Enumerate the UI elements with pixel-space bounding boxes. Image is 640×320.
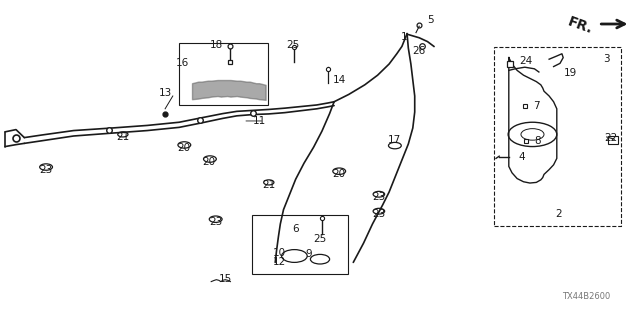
Circle shape <box>521 129 544 140</box>
Text: 9: 9 <box>305 249 312 260</box>
Circle shape <box>204 156 216 162</box>
Text: 1: 1 <box>401 32 408 42</box>
Text: 20: 20 <box>177 143 190 153</box>
Circle shape <box>373 191 385 197</box>
Text: FR.: FR. <box>566 15 595 36</box>
Text: 7: 7 <box>533 100 540 111</box>
Circle shape <box>282 250 307 262</box>
Text: 23: 23 <box>372 192 385 202</box>
Text: 21: 21 <box>262 180 275 190</box>
Text: 21: 21 <box>116 132 129 142</box>
Circle shape <box>178 142 191 148</box>
Text: 20: 20 <box>333 169 346 179</box>
Bar <box>608 136 618 144</box>
Text: 26: 26 <box>413 45 426 56</box>
Text: 6: 6 <box>292 224 299 234</box>
Circle shape <box>264 180 274 185</box>
Text: 18: 18 <box>210 40 223 50</box>
Text: TX44B2600: TX44B2600 <box>562 292 611 301</box>
Text: 23: 23 <box>40 165 52 175</box>
Circle shape <box>118 132 128 137</box>
Text: 2: 2 <box>555 209 561 220</box>
Circle shape <box>388 142 401 149</box>
Text: 12: 12 <box>273 257 286 268</box>
Text: 16: 16 <box>176 58 189 68</box>
Circle shape <box>209 216 222 222</box>
Text: 25: 25 <box>314 234 326 244</box>
Text: 25: 25 <box>287 40 300 50</box>
Circle shape <box>373 208 385 214</box>
Circle shape <box>333 168 346 174</box>
Text: 24: 24 <box>520 56 532 67</box>
Circle shape <box>310 254 330 264</box>
Text: 3: 3 <box>603 54 609 64</box>
Text: 17: 17 <box>388 135 401 145</box>
Text: 23: 23 <box>209 217 222 227</box>
Text: 22: 22 <box>605 132 618 143</box>
Text: 14: 14 <box>333 75 346 85</box>
Circle shape <box>40 164 52 170</box>
Circle shape <box>508 122 557 147</box>
Text: 23: 23 <box>372 209 385 219</box>
Text: 20: 20 <box>202 156 215 167</box>
Text: 15: 15 <box>220 274 232 284</box>
Bar <box>179 43 268 105</box>
Text: 8: 8 <box>534 136 541 146</box>
Text: 11: 11 <box>253 116 266 126</box>
Text: 4: 4 <box>519 152 525 162</box>
Bar <box>494 47 621 226</box>
Text: 5: 5 <box>427 15 433 25</box>
Text: 19: 19 <box>564 68 577 78</box>
Text: 13: 13 <box>159 88 172 98</box>
Text: 10: 10 <box>273 248 286 258</box>
Bar <box>252 215 348 274</box>
